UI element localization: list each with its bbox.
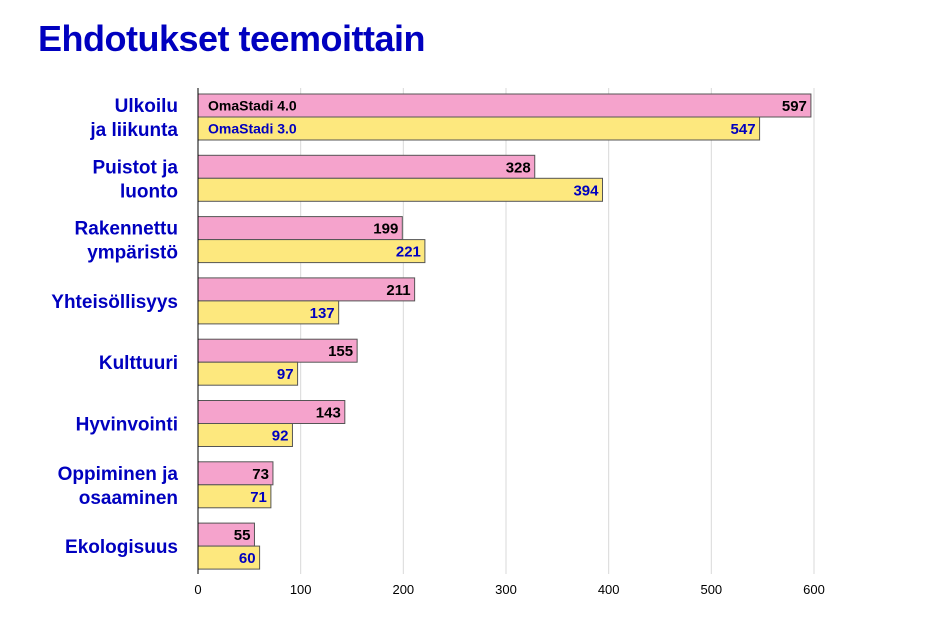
category-label: Rakennettu: [75, 219, 178, 240]
data-label: 143: [316, 405, 341, 422]
category-label: Hyvinvointi: [76, 415, 178, 436]
bar: [197, 277, 416, 302]
x-tick-label: 0: [194, 582, 201, 597]
bar: [197, 216, 403, 241]
category-label: Ekologisuus: [65, 537, 178, 558]
data-label: 597: [782, 98, 807, 115]
bar: [197, 239, 426, 264]
data-label: 92: [272, 428, 289, 445]
category-label: ja liikunta: [89, 120, 178, 141]
legend-entry: OmaStadi 4.0: [208, 98, 297, 114]
data-label: 394: [573, 182, 599, 199]
category-label: Puistot ja: [92, 157, 178, 178]
x-tick-label: 500: [700, 582, 722, 597]
data-label: 97: [277, 366, 294, 383]
data-label: 328: [506, 159, 531, 176]
data-label: 199: [373, 221, 398, 238]
data-label: 547: [731, 121, 756, 138]
bar: [197, 177, 604, 202]
bars: 597 OmaStadi 4.0 547 OmaStadi 3.0 328 394 199 2…: [197, 93, 812, 570]
x-tick-label: 200: [392, 582, 414, 597]
chart-title: Ehdotukset teemoittain: [38, 18, 426, 59]
category-label: Ulkoilu: [115, 96, 178, 117]
x-tick-label: 100: [290, 582, 312, 597]
category-labels: Ulkoilu ja liikunta Puistot ja luonto Rakenn…: [51, 96, 178, 558]
data-label: 221: [396, 244, 421, 261]
x-tick-label: 300: [495, 582, 517, 597]
category-label: osaaminen: [79, 488, 178, 509]
x-axis: 0 100 200 300 400 500 600: [194, 88, 825, 597]
data-label: 60: [239, 550, 256, 567]
category-label: Oppiminen ja: [58, 464, 179, 485]
category-label: Yhteisöllisyys: [51, 292, 178, 313]
category-label: ympäristö: [87, 243, 178, 264]
legend-entry: OmaStadi 3.0: [208, 121, 297, 137]
data-label: 71: [250, 489, 267, 506]
data-label: 73: [252, 466, 269, 483]
data-label: 55: [234, 527, 251, 544]
category-label: luonto: [120, 181, 178, 202]
data-label: 137: [310, 305, 335, 322]
category-label: Kulttuuri: [99, 353, 178, 374]
data-label: 155: [328, 343, 353, 360]
x-tick-label: 400: [598, 582, 620, 597]
data-label: 211: [386, 282, 410, 299]
x-tick-label: 600: [803, 582, 825, 597]
bar: [197, 154, 536, 179]
